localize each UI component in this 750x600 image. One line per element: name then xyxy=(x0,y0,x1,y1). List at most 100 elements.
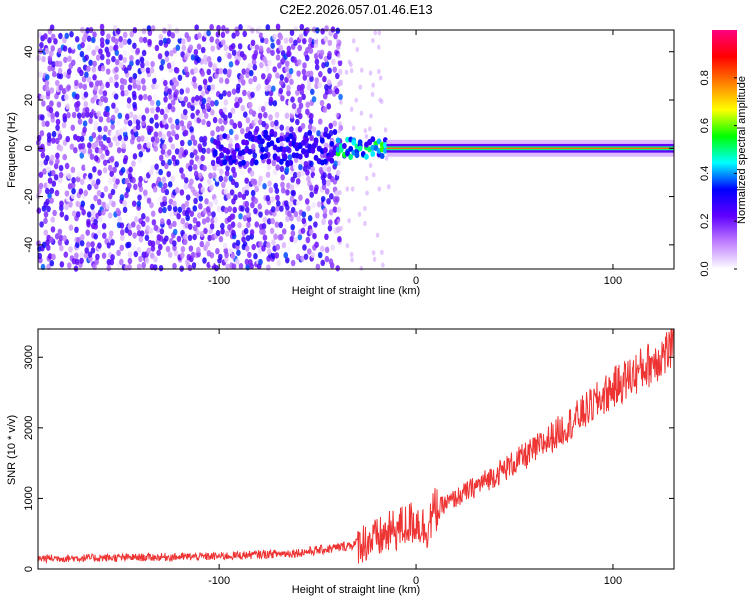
spectrogram-cell xyxy=(134,190,139,197)
spectrogram-cell xyxy=(99,23,105,31)
spectrogram-cell xyxy=(58,72,64,80)
spectrogram-cell xyxy=(231,88,237,95)
spectrogram-x-tick-label: 100 xyxy=(604,275,622,287)
spectrogram-cell xyxy=(268,89,274,97)
spectrogram-cell xyxy=(319,49,325,56)
spectrogram-cell xyxy=(45,147,51,155)
spectrogram-cell xyxy=(213,216,219,224)
spectrogram-cell xyxy=(303,253,309,260)
spectrogram-cell xyxy=(90,209,96,217)
spectrogram-cell xyxy=(252,178,258,186)
spectrogram-cell xyxy=(162,195,167,203)
spectrogram-cell xyxy=(335,72,340,80)
spectrogram-cell xyxy=(192,233,197,241)
spectrogram-cell xyxy=(138,36,144,43)
spectrogram-cell xyxy=(153,131,159,138)
spectrogram-cell xyxy=(51,137,56,144)
spectrogram-cell xyxy=(158,235,164,242)
spectrogram-cell xyxy=(332,120,338,127)
spectrogram-cell xyxy=(67,55,72,63)
spectrogram-cell xyxy=(134,216,139,223)
spectrogram-cell xyxy=(91,36,96,44)
spectrogram-cell xyxy=(164,188,170,196)
spectrogram-cell xyxy=(152,93,158,101)
spectrogram-cell xyxy=(335,27,341,34)
spectrogram-cell xyxy=(337,236,342,243)
spectrogram-cell xyxy=(373,30,378,36)
spectrogram-cell xyxy=(231,263,237,270)
spectrogram-cell xyxy=(303,131,309,139)
spectrogram-cell xyxy=(69,31,74,38)
spectrogram-cell xyxy=(289,184,295,191)
spectrogram-cell xyxy=(206,223,211,230)
spectrogram-cell xyxy=(76,171,82,178)
colorbar-tick-label: 0.8 xyxy=(699,70,711,85)
spectrogram-cell xyxy=(282,153,287,160)
spectrogram-cell xyxy=(252,64,258,71)
spectrogram-cell xyxy=(345,186,350,192)
spectrogram-cell xyxy=(224,27,230,34)
spectrogram-cell xyxy=(225,263,230,270)
spectrogram-cell xyxy=(222,106,228,114)
spectrogram-cell xyxy=(174,118,180,126)
spectrogram-cell xyxy=(75,200,81,208)
spectrogram-cell xyxy=(94,258,99,266)
spectrogram-cell xyxy=(36,207,42,214)
spectrogram-cell xyxy=(54,79,60,87)
spectrogram-cell xyxy=(43,33,48,40)
spectrogram-cell xyxy=(300,255,305,262)
spectrogram-cell xyxy=(244,139,250,146)
spectrogram-cell xyxy=(55,124,60,131)
spectrogram-cell xyxy=(149,252,155,259)
spectrogram-cell xyxy=(220,31,226,39)
spectrogram-cell xyxy=(49,236,54,244)
spectrogram-cell xyxy=(66,262,72,269)
spectrogram-cell xyxy=(153,56,158,63)
spectrogram-cell xyxy=(228,137,233,145)
spectrogram-cell xyxy=(365,190,369,196)
spectrogram-cell xyxy=(175,123,180,131)
spectrogram-cell xyxy=(349,68,354,74)
spectrogram-cell xyxy=(258,175,263,182)
spectrogram-cell xyxy=(309,191,315,198)
spectrogram-cell xyxy=(241,68,247,75)
spectrogram-cell xyxy=(107,164,113,172)
spectrogram-cell xyxy=(314,58,320,65)
spectrogram-cell xyxy=(246,211,251,218)
spectrogram-cell xyxy=(90,241,95,248)
spectrogram-cell xyxy=(301,37,307,45)
spectrogram-cell xyxy=(102,90,108,97)
spectrogram-cell xyxy=(224,230,230,237)
colorbar-tick-label: 0.2 xyxy=(699,214,711,229)
spectrogram-cell xyxy=(336,38,340,44)
spectrogram-cell xyxy=(189,178,194,185)
spectrogram-cell xyxy=(271,159,277,167)
spectrogram-cell xyxy=(106,264,112,272)
spectrogram-cell xyxy=(291,189,296,197)
spectrogram-cell xyxy=(132,232,137,239)
spectrogram-cell xyxy=(81,147,87,155)
spectrogram-cell xyxy=(244,177,249,184)
spectrogram-cell xyxy=(174,80,179,87)
spectrogram-cell xyxy=(172,262,177,270)
spectrogram-cell xyxy=(295,178,301,185)
spectrogram-cell xyxy=(247,251,252,259)
spectrogram-cell xyxy=(115,207,121,215)
spectrogram-cell xyxy=(129,60,134,67)
spectrogram-cell xyxy=(370,136,376,143)
colorbar-tick-label: 0.6 xyxy=(699,118,711,133)
spectrogram-cell xyxy=(128,111,134,119)
spectrogram-cell xyxy=(142,93,148,101)
spectrogram-cell xyxy=(181,125,187,132)
spectrogram-cell xyxy=(110,130,115,138)
spectrogram-cell xyxy=(308,47,314,54)
spectrogram-cell xyxy=(289,29,295,36)
spectrogram-cell xyxy=(301,211,307,218)
spectrogram-cell xyxy=(304,198,310,205)
spectrogram-cell xyxy=(304,152,309,159)
spectrogram-cell xyxy=(82,83,88,91)
spectrogram-cell xyxy=(256,25,262,32)
snr-x-tick-label: -100 xyxy=(208,575,230,587)
spectrogram-cell xyxy=(110,188,116,196)
spectrogram-cell xyxy=(100,153,105,160)
